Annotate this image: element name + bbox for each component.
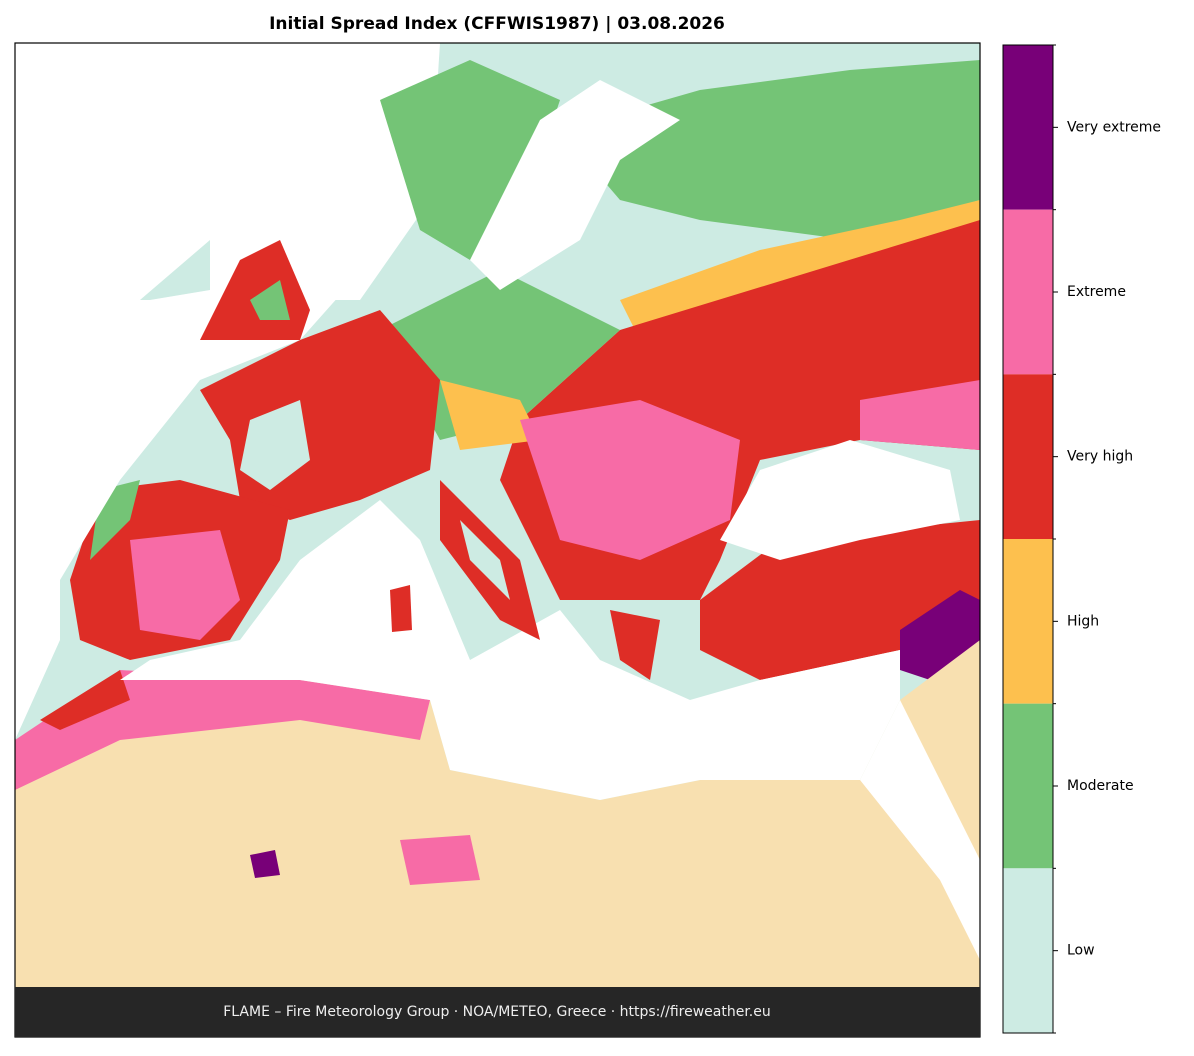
- colorbar-segment: [1003, 868, 1053, 1033]
- footer-bar: [15, 987, 980, 1037]
- map-title: Initial Spread Index (CFFWIS1987) | 03.0…: [269, 14, 725, 34]
- colorbar-frame: [1002, 44, 1054, 1034]
- colorbar-label: Very high: [1067, 449, 1133, 465]
- colorbar-segment: [1003, 703, 1053, 869]
- colorbar-label: Very extreme: [1067, 119, 1161, 135]
- colorbar-label: Moderate: [1067, 778, 1134, 794]
- colorbar-segment: [1003, 539, 1053, 704]
- colorbar-segment: [1003, 209, 1053, 375]
- colorbar-label: Low: [1067, 943, 1095, 959]
- colorbar: Very extreme Extreme Very high High Moderate…: [1002, 44, 1161, 1034]
- map: [15, 43, 980, 1037]
- colorbar-label: High: [1067, 613, 1099, 629]
- footer-text: FLAME – Fire Meteorology Group · NOA/MET…: [223, 1004, 771, 1020]
- colorbar-segment: [1003, 45, 1053, 210]
- colorbar-label: Extreme: [1067, 284, 1126, 300]
- colorbar-segment: [1003, 374, 1053, 539]
